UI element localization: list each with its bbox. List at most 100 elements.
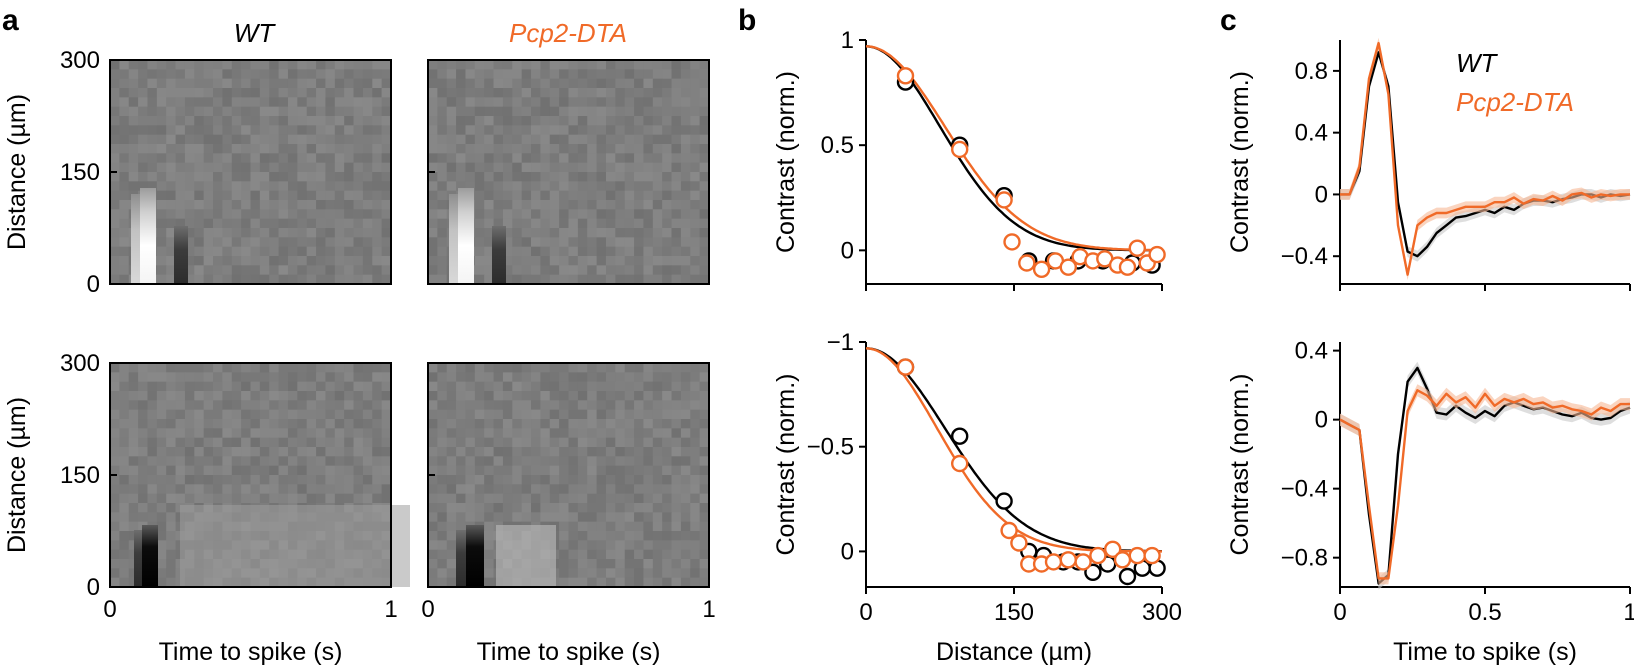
heatmap-cell [587, 381, 597, 392]
heatmap-top-mutant [428, 60, 710, 285]
heatmap-cell [316, 372, 326, 382]
heatmap-cell [203, 181, 214, 191]
heatmap-cell [568, 484, 579, 494]
heatmap-cell [549, 409, 560, 420]
heatmap-cell [474, 503, 485, 513]
heatmap-cell [690, 125, 700, 135]
heatmap-cell [119, 465, 130, 476]
heatmap-cell [568, 381, 579, 392]
heatmap-cell [437, 447, 448, 457]
heatmap-cell [484, 503, 494, 513]
heatmap-cell [605, 437, 616, 448]
heatmap-cell [203, 69, 214, 79]
heatmap-cell [465, 437, 476, 448]
heatmap-cell [521, 97, 532, 107]
heatmap-cell [540, 256, 551, 266]
heatmap-cell [587, 493, 597, 504]
heatmap-cell [306, 372, 317, 382]
data-point-mutant [1074, 553, 1092, 571]
heatmap-cell [259, 428, 270, 438]
heatmap-cell [643, 228, 654, 238]
heatmap-cell [147, 447, 158, 457]
heatmap-cell [269, 456, 279, 466]
heatmap-cell [605, 540, 616, 550]
heatmap-cell [596, 97, 607, 107]
heatmap-cell [474, 144, 485, 154]
heatmap-cell [428, 409, 438, 420]
heatmap-cell [456, 493, 466, 504]
heatmap-cell [474, 256, 485, 266]
heatmap-cell [353, 475, 364, 485]
heatmap-cell [502, 60, 513, 70]
heatmap-cell [652, 106, 663, 117]
heatmap-cell [690, 78, 700, 89]
heatmap-cell [325, 190, 336, 201]
heatmap-cell [531, 400, 541, 410]
heatmap-cell [549, 200, 560, 210]
heatmap-cell [175, 69, 186, 79]
heatmap-cell [605, 568, 616, 578]
heatmap-cell [372, 475, 382, 485]
heatmap-cell [259, 484, 270, 494]
heatmap-cell [680, 400, 691, 410]
heatmap-cell [474, 512, 485, 522]
heatmap-cell [502, 512, 513, 522]
heatmap-cell [634, 116, 644, 126]
heatmap-cell [549, 512, 560, 522]
heatmap-cell [278, 97, 289, 107]
heatmap-cell [615, 228, 625, 238]
heatmap-cell [446, 400, 457, 410]
heatmap-cell [690, 391, 700, 401]
heatmap-cell [241, 372, 251, 382]
heatmap-cell [278, 246, 289, 257]
heatmap-cell [559, 391, 569, 401]
heatmap-cell [119, 568, 130, 578]
heatmap-cell [428, 465, 438, 476]
heatmap-cell [624, 190, 635, 201]
heatmap-cell [446, 437, 457, 448]
heatmap-cell [587, 256, 597, 266]
heatmap-cell [549, 69, 560, 79]
heatmap-cell [372, 162, 382, 173]
heatmap-cell [680, 125, 691, 135]
heatmap-cell [484, 521, 494, 532]
heatmap-cell [615, 78, 625, 89]
heatmap-cell [138, 493, 148, 504]
heatmap-cell [241, 391, 251, 401]
heatmap-cell [652, 428, 663, 438]
data-point-mutant [896, 67, 915, 85]
heatmap-cell [306, 228, 317, 238]
heatmap-cell [512, 162, 522, 173]
heatmap-cell [259, 69, 270, 79]
heatmap-cell [446, 60, 457, 70]
heatmap-cell [241, 134, 251, 145]
heatmap-cell [671, 78, 682, 89]
heatmap-cell [119, 577, 130, 588]
y-axis-label: Contrast (norm.) [1226, 374, 1254, 556]
heatmap-cell [671, 540, 682, 550]
y-tick-label: 0.4 [1295, 338, 1328, 365]
heatmap-on-rebound [496, 525, 556, 587]
heatmap-cell [596, 181, 607, 191]
heatmap-cell [372, 372, 382, 382]
heatmap-cell [250, 484, 261, 494]
heatmap-cell [456, 428, 466, 438]
heatmap-cell [166, 88, 176, 98]
heatmap-cell [662, 228, 672, 238]
heatmap-cell [241, 60, 251, 70]
heatmap-cell [634, 428, 644, 438]
heatmap-cell [250, 144, 261, 154]
heatmap-cell [184, 106, 195, 117]
heatmap-cell [203, 246, 214, 257]
heatmap-cell [316, 144, 326, 154]
heatmap-cell [437, 409, 448, 420]
heatmap-cell [316, 69, 326, 79]
heatmap-cell [521, 78, 532, 89]
heatmap-cell [596, 144, 607, 154]
heatmap-cell [119, 363, 130, 373]
heatmap-cell [213, 97, 223, 107]
heatmap-cell [502, 363, 513, 373]
heatmap-cell [353, 200, 364, 210]
heatmap-cell [474, 391, 485, 401]
heatmap-cell [615, 456, 625, 466]
